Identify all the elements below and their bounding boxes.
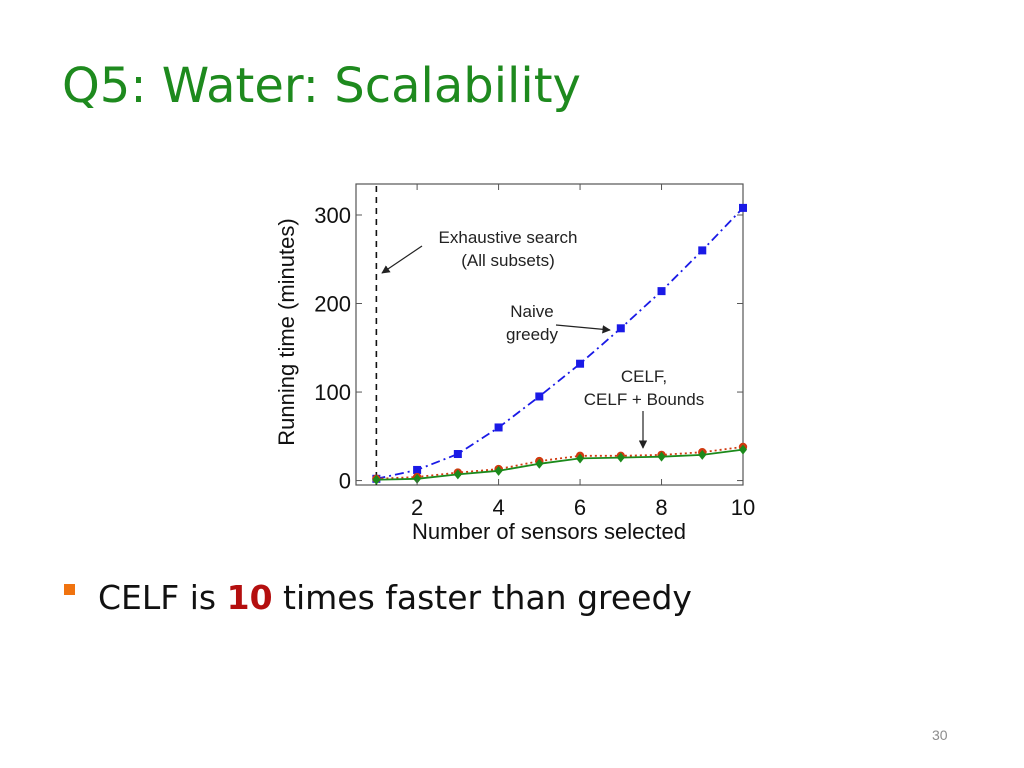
series-1-point <box>657 287 666 296</box>
exhaustive-search-annotation-line: Exhaustive search <box>439 228 578 247</box>
naive-greedy-annotation-arrow <box>555 324 611 334</box>
y-tick-label: 100 <box>314 380 351 405</box>
series-1-point <box>576 359 585 368</box>
bullet-marker-icon <box>64 584 75 595</box>
series-1-point <box>535 392 544 401</box>
series-3-point <box>576 453 585 464</box>
series-3-line <box>376 448 744 481</box>
naive-greedy-annotation-line: greedy <box>506 325 558 344</box>
series-3-point <box>535 458 544 469</box>
series-3-point <box>657 451 666 462</box>
bullet-emphasis: 10 <box>226 578 273 617</box>
x-tick-label: 10 <box>731 495 755 520</box>
series-3-point <box>494 465 503 476</box>
series-1-point <box>413 465 422 474</box>
series-3-point <box>698 449 707 460</box>
exhaustive-search-annotation: Exhaustive search (All subsets) <box>381 228 578 274</box>
bullet-point: CELF is 10 times faster than greedy <box>64 578 692 617</box>
series-3 <box>372 444 747 485</box>
y-tick-label: 300 <box>314 203 351 228</box>
series-3-point <box>372 474 381 485</box>
series-3-point <box>413 473 422 484</box>
page-number: 30 <box>932 727 948 743</box>
series-1-point <box>739 203 747 212</box>
plot-area-frame <box>355 183 744 486</box>
x-tick-label: 8 <box>655 495 667 520</box>
celf-annotation-line: CELF + Bounds <box>584 390 705 409</box>
series-1-point <box>698 246 707 255</box>
y-tick-label: 0 <box>339 469 351 494</box>
x-tick-label: 4 <box>492 495 504 520</box>
celf-annotation-line: CELF, <box>621 367 667 386</box>
series-1-line <box>376 207 744 480</box>
x-tick-label: 6 <box>574 495 586 520</box>
series-1 <box>372 203 747 483</box>
series-3-point <box>739 444 747 455</box>
exhaustive-search-annotation-line: (All subsets) <box>461 251 555 270</box>
y-tick-label: 200 <box>314 292 351 317</box>
series-1-point <box>616 324 625 333</box>
series-3-point <box>453 469 462 480</box>
slide-title: Q5: Water: Scalability <box>62 58 581 114</box>
series-1-point <box>494 423 503 432</box>
series-2-line <box>376 446 744 480</box>
y-axis-label: Running time (minutes) <box>274 218 299 445</box>
series-3-point <box>616 452 625 463</box>
naive-greedy-annotation: Naive greedy <box>506 302 611 344</box>
x-axis-label: Number of sensors selected <box>412 519 686 544</box>
x-tick-label: 2 <box>411 495 423 520</box>
celf-annotation: CELF, CELF + Bounds <box>584 367 705 449</box>
bullet-text-prefix: CELF is <box>98 578 227 617</box>
bullet-text-suffix: times faster than greedy <box>272 578 692 617</box>
naive-greedy-annotation-line: Naive <box>510 302 553 321</box>
exhaustive-search-annotation-arrow <box>381 245 423 274</box>
series-1-point <box>453 450 462 459</box>
